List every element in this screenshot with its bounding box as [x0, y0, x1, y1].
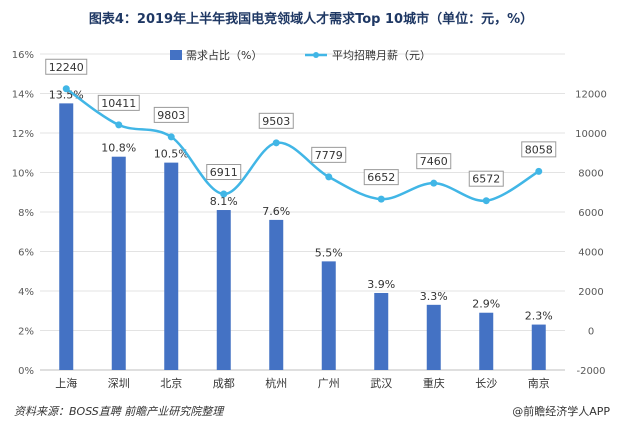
right-tick-label: 4000 [578, 248, 603, 259]
bar-label: 10.8% [101, 142, 136, 155]
left-axis-ticks: 0% 2% 4% 6% 8% 10% 12% 14% 16% [12, 50, 34, 377]
salary-label: 7779 [315, 149, 343, 162]
salary-label: 6572 [472, 173, 500, 186]
bar-label: 7.6% [262, 205, 290, 218]
left-tick-label: 10% [12, 169, 34, 180]
salary-label: 9503 [262, 115, 290, 128]
left-tick-label: 6% [18, 248, 34, 259]
bar-label: 2.3% [525, 310, 553, 323]
salary-label-box [363, 169, 399, 186]
left-tick-label: 8% [18, 208, 34, 219]
right-axis-ticks: -2000 0 2000 4000 6000 8000 10000 12000 [575, 90, 607, 378]
salary-points [62, 85, 543, 205]
salary-label-box [258, 112, 294, 129]
bar-label: 8.1% [210, 195, 238, 208]
x-tick-label: 杭州 [265, 376, 287, 390]
bar-series [59, 103, 546, 370]
bar-label: 2.9% [472, 298, 500, 311]
salary-point [220, 190, 228, 198]
salary-label-box [521, 141, 557, 158]
salary-label-box [416, 153, 452, 170]
right-tick-label: 2000 [578, 287, 603, 298]
salary-point [167, 133, 175, 141]
right-tick-label: -2000 [576, 366, 605, 377]
right-tick-label: 6000 [578, 208, 603, 219]
x-tick-label: 成都 [213, 377, 235, 390]
bar [321, 261, 336, 370]
legend: 需求占比（%） 平均招聘月薪（元） [170, 48, 431, 62]
salary-label-box [153, 106, 189, 123]
x-tick-label: 深圳 [108, 377, 130, 390]
salary-label: 6652 [367, 171, 395, 184]
salary-label-box [468, 170, 504, 187]
bar [164, 162, 179, 370]
salary-label-box [45, 58, 88, 75]
right-tick-label: 10000 [575, 129, 607, 140]
legend-bar-swatch [170, 50, 182, 60]
salary-label: 7460 [420, 155, 448, 168]
bar [59, 103, 74, 370]
salary-line [65, 87, 540, 202]
salary-label: 6911 [210, 166, 238, 179]
salary-point [535, 167, 543, 175]
x-tick-label: 上海 [55, 376, 77, 390]
x-tick-label: 南京 [528, 376, 550, 390]
left-tick-label: 2% [18, 327, 34, 338]
bar-label: 5.5% [315, 246, 343, 259]
right-tick-label: 12000 [575, 90, 607, 101]
legend-bar-label: 需求占比（%） [186, 48, 262, 62]
right-tick-label: 8000 [578, 169, 603, 180]
x-tick-label: 广州 [318, 377, 340, 390]
left-tick-label: 12% [12, 129, 34, 140]
salary-point [272, 139, 280, 147]
salary-point [115, 121, 123, 129]
salary-label: 9803 [157, 109, 185, 122]
salary-label-box [206, 164, 242, 181]
chart-title: 图表4：2019年上半年我国电竞领域人才需求Top 10城市（单位：元，%） [88, 12, 534, 27]
bar [479, 312, 494, 370]
salary-label: 10411 [101, 97, 136, 110]
legend-line-label: 平均招聘月薪（元） [332, 48, 431, 62]
x-tick-label: 长沙 [475, 377, 497, 390]
salary-label: 8058 [525, 143, 553, 156]
left-tick-label: 14% [12, 90, 34, 101]
bar [111, 156, 126, 370]
legend-line-marker [313, 52, 319, 58]
x-tick-label: 北京 [160, 376, 182, 390]
gridlines [40, 53, 565, 371]
salary-point [325, 173, 333, 181]
bar-label: 3.3% [420, 290, 448, 303]
salary-point [430, 179, 438, 187]
salary-point [482, 197, 490, 205]
salary-label-box [97, 94, 140, 111]
salary-point [377, 195, 385, 203]
bar-label: 10.5% [154, 148, 189, 161]
bar-label: 3.9% [367, 278, 395, 291]
x-tick-label: 重庆 [423, 376, 445, 390]
bar-labels: 13.5% 10.8% 10.5% 8.1% 7.6% 5.5% 3.9% 3.3% 2.9% 2… [49, 88, 553, 322]
left-tick-label: 0% [18, 366, 34, 377]
brand-note: @前瞻经济学人APP [512, 405, 610, 418]
left-tick-label: 4% [18, 287, 34, 298]
right-tick-label: 0 [588, 327, 594, 338]
salary-label: 12240 [49, 61, 84, 74]
x-axis-ticks: 上海 深圳 北京 成都 杭州 广州 武汉 重庆 长沙 南京 [55, 376, 550, 390]
bar [216, 210, 231, 370]
bar [531, 324, 546, 370]
x-tick-label: 武汉 [370, 377, 392, 390]
bar-label: 13.5% [49, 88, 84, 101]
bar [374, 292, 389, 370]
salary-point [62, 85, 70, 93]
salary-label-box [311, 146, 347, 163]
source-note: 资料来源：BOSS直聘 前瞻产业研究院整理 [14, 405, 224, 418]
left-tick-label: 16% [12, 50, 34, 61]
bar [426, 304, 441, 370]
bar [269, 219, 284, 370]
salary-labels: 12240 10411 9803 6911 9503 7779 6652 7460 6572 80… [45, 58, 557, 187]
